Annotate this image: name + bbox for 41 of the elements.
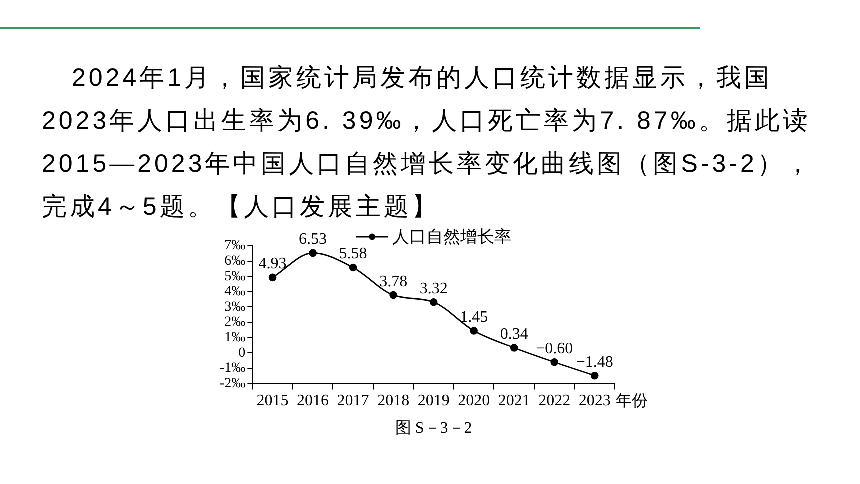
data-label: 4.93: [258, 256, 287, 273]
x-axis-title: 年份: [616, 390, 648, 410]
y-tick-label: 1‰: [224, 330, 246, 346]
x-tick-label: 2016: [297, 392, 330, 410]
y-tick-label: 4‰: [224, 284, 246, 300]
x-tick-label: 2018: [378, 392, 410, 410]
x-tick-label: 2020: [458, 392, 490, 410]
data-label: 1.45: [460, 308, 488, 326]
point: [470, 327, 478, 335]
data-label: 0.34: [500, 326, 528, 343]
x-tick-label: 2023: [578, 392, 611, 410]
data-label: 3.78: [380, 273, 408, 290]
y-tick-label: 3‰: [224, 300, 246, 315]
legend-label: 人口自然增长率: [392, 227, 512, 248]
y-tick-label: 2‰: [224, 315, 246, 330]
x-tick-label: 2021: [498, 392, 530, 410]
data-label: 3.32: [420, 280, 448, 298]
point: [390, 291, 398, 300]
y-tick-label: 7‰: [224, 238, 246, 254]
point: [268, 274, 277, 282]
chart-title: 2024年1月，国家统计局发布的人口统计数据显示，我国2023年人口出生率为6. 39‰，人口死亡率为7. 87‰。据此读2015—2023年中国人口自然增长率变化曲线图（图S-3-2），完成4～5题。【人口发展主题】: [42, 63, 814, 223]
x-tick-label: 2019: [418, 392, 450, 410]
y-tick-label: 5‰: [224, 269, 246, 284]
data-label: −1.48: [576, 354, 614, 371]
data-label: 5.58: [339, 246, 368, 263]
x-tick-label: 2022: [538, 392, 571, 410]
point: [510, 344, 518, 352]
y-tick-label: 0: [238, 346, 246, 361]
point: [309, 249, 317, 258]
data-label: 6.53: [299, 231, 328, 248]
point: [550, 358, 559, 366]
text: 图 S－3－2: [395, 420, 472, 438]
data-label: −0.60: [536, 340, 574, 358]
y-tick-label: -2‰: [220, 376, 246, 392]
y-tick-label: -1‰: [220, 361, 246, 376]
point: [430, 298, 438, 306]
y-tick-label: 6‰: [224, 254, 246, 269]
point: [349, 264, 358, 272]
x-tick-label: 2015: [256, 392, 289, 410]
x-tick-label: 2017: [337, 392, 370, 410]
point: [590, 372, 599, 380]
